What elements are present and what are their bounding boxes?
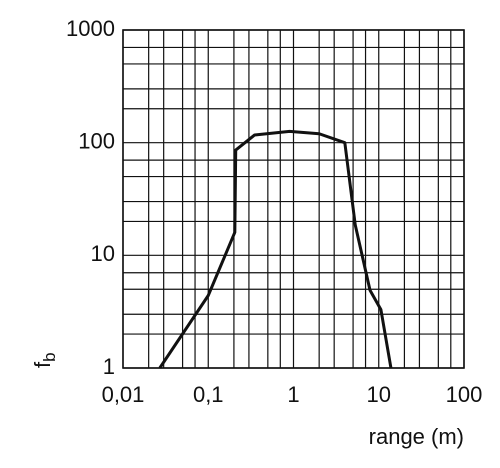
data-line — [158, 129, 393, 369]
x-tick-label: 10 — [367, 382, 391, 407]
plot-frame — [122, 29, 465, 369]
y-tick-label: 1 — [103, 354, 115, 379]
x-axis-label: range (m) — [369, 424, 464, 449]
y-tick-label: 100 — [78, 128, 115, 153]
y-axis-label-group: fb — [30, 352, 60, 368]
x-tick-label: 1 — [287, 382, 299, 407]
x-tick-label: 0,01 — [102, 382, 145, 407]
y-label-main: f — [30, 361, 55, 368]
y-tick-label: 10 — [91, 241, 115, 266]
x-tick-label: 100 — [446, 382, 483, 407]
y-tick-label: 1000 — [66, 16, 115, 41]
y-axis-label: fb — [30, 352, 60, 368]
x-tick-label: 0,1 — [193, 382, 224, 407]
y-label-sub: b — [40, 352, 59, 361]
